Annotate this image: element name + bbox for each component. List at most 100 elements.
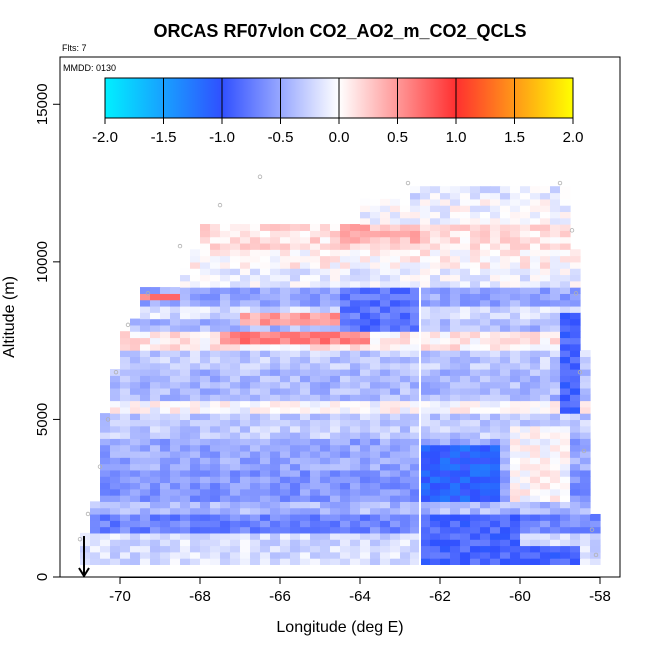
- heatmap-cell: [290, 482, 301, 490]
- heatmap-cell: [360, 425, 371, 433]
- heatmap-cell: [520, 224, 531, 231]
- heatmap-cell: [270, 230, 281, 238]
- heatmap-cell: [360, 205, 371, 213]
- heatmap-cell: [290, 558, 301, 565]
- heatmap-cell: [240, 419, 251, 427]
- heatmap-cell: [440, 406, 451, 414]
- heatmap-cell: [160, 337, 171, 345]
- heatmap-cell: [490, 331, 501, 339]
- heatmap-cell: [480, 186, 491, 194]
- heatmap-cell: [100, 520, 111, 528]
- y-tick-label: 10000: [34, 241, 51, 283]
- heatmap-cell: [270, 324, 281, 332]
- heatmap-cell: [250, 513, 261, 521]
- heatmap-cell: [360, 444, 371, 452]
- heatmap-cell: [160, 305, 171, 313]
- heatmap-cell: [140, 539, 151, 547]
- heatmap-cell: [420, 337, 431, 345]
- heatmap-cell: [230, 551, 241, 559]
- heatmap-cell: [460, 224, 471, 231]
- heatmap-cell: [340, 287, 351, 294]
- heatmap-cell: [140, 444, 151, 452]
- heatmap-cell: [190, 387, 201, 395]
- heatmap-cell: [210, 432, 221, 439]
- heatmap-cell: [270, 476, 281, 484]
- heatmap-cell: [320, 463, 331, 471]
- heatmap-cell: [370, 513, 381, 521]
- heatmap-cell: [160, 400, 171, 408]
- heatmap-cell: [500, 343, 511, 351]
- heatmap-cell: [140, 432, 151, 439]
- heatmap-cell: [270, 331, 281, 339]
- heatmap-cell: [210, 343, 221, 351]
- heatmap-cell: [360, 287, 371, 294]
- heatmap-cell: [590, 520, 601, 528]
- heatmap-cell: [550, 324, 561, 332]
- heatmap-cell: [370, 425, 381, 433]
- heatmap-cell: [350, 476, 361, 484]
- heatmap-cell: [120, 495, 131, 502]
- heatmap-cell: [370, 444, 381, 452]
- heatmap-cell: [100, 488, 111, 496]
- heatmap-cell: [360, 463, 371, 471]
- heatmap-cell: [500, 381, 511, 389]
- heatmap-cell: [530, 532, 541, 540]
- heatmap-cell: [460, 400, 471, 408]
- heatmap-cell: [200, 444, 211, 452]
- heatmap-cell: [450, 457, 461, 465]
- heatmap-cell: [170, 318, 181, 326]
- heatmap-cell: [470, 381, 481, 389]
- flight-track-point: [581, 448, 587, 454]
- heatmap-cell: [560, 211, 571, 219]
- heatmap-cell: [560, 450, 571, 458]
- heatmap-cell: [140, 406, 151, 414]
- heatmap-cell: [110, 406, 121, 414]
- heatmap-cell: [570, 457, 581, 465]
- heatmap-cell: [520, 186, 531, 194]
- heatmap-cell: [260, 394, 271, 402]
- heatmap-cell: [570, 450, 581, 458]
- heatmap-cell: [210, 274, 221, 282]
- heatmap-cell: [200, 287, 211, 294]
- heatmap-cell: [280, 318, 291, 326]
- heatmap-cell: [190, 532, 201, 540]
- heatmap-cell: [390, 419, 401, 427]
- heatmap-cell: [200, 305, 211, 313]
- heatmap-cell: [300, 482, 311, 490]
- heatmap-cell: [360, 331, 371, 339]
- heatmap-cell: [190, 337, 201, 345]
- heatmap-cell: [180, 501, 191, 509]
- heatmap-cell: [440, 280, 451, 288]
- heatmap-cell: [340, 224, 351, 231]
- heatmap-cell: [250, 287, 261, 294]
- heatmap-cell: [420, 318, 431, 326]
- heatmap-cell: [460, 255, 471, 263]
- heatmap-cell: [160, 450, 171, 458]
- heatmap-cell: [330, 501, 341, 509]
- heatmap-cell: [280, 224, 291, 231]
- heatmap-cell: [380, 299, 391, 307]
- heatmap-cell: [450, 425, 461, 433]
- heatmap-cell: [340, 261, 351, 269]
- heatmap-cell: [470, 413, 481, 421]
- heatmap-cell: [560, 261, 571, 269]
- heatmap-cell: [150, 539, 161, 547]
- heatmap-cell: [420, 375, 431, 383]
- heatmap-cell: [530, 356, 541, 364]
- heatmap-cell: [560, 425, 571, 433]
- heatmap-cell: [410, 450, 421, 458]
- colorbar-tick-label: 0.0: [329, 129, 350, 146]
- heatmap-cell: [540, 230, 551, 238]
- heatmap-cell: [130, 507, 141, 515]
- heatmap-cell: [380, 526, 391, 534]
- heatmap-cell: [220, 287, 231, 294]
- heatmap-cell: [250, 362, 261, 370]
- heatmap-cell: [190, 261, 201, 269]
- heatmap-cell: [500, 362, 511, 370]
- heatmap-cell: [220, 526, 231, 534]
- heatmap-cell: [320, 350, 331, 357]
- heatmap-cell: [500, 268, 511, 276]
- heatmap-cell: [180, 545, 191, 553]
- heatmap-cell: [130, 324, 141, 332]
- heatmap-cell: [460, 217, 471, 225]
